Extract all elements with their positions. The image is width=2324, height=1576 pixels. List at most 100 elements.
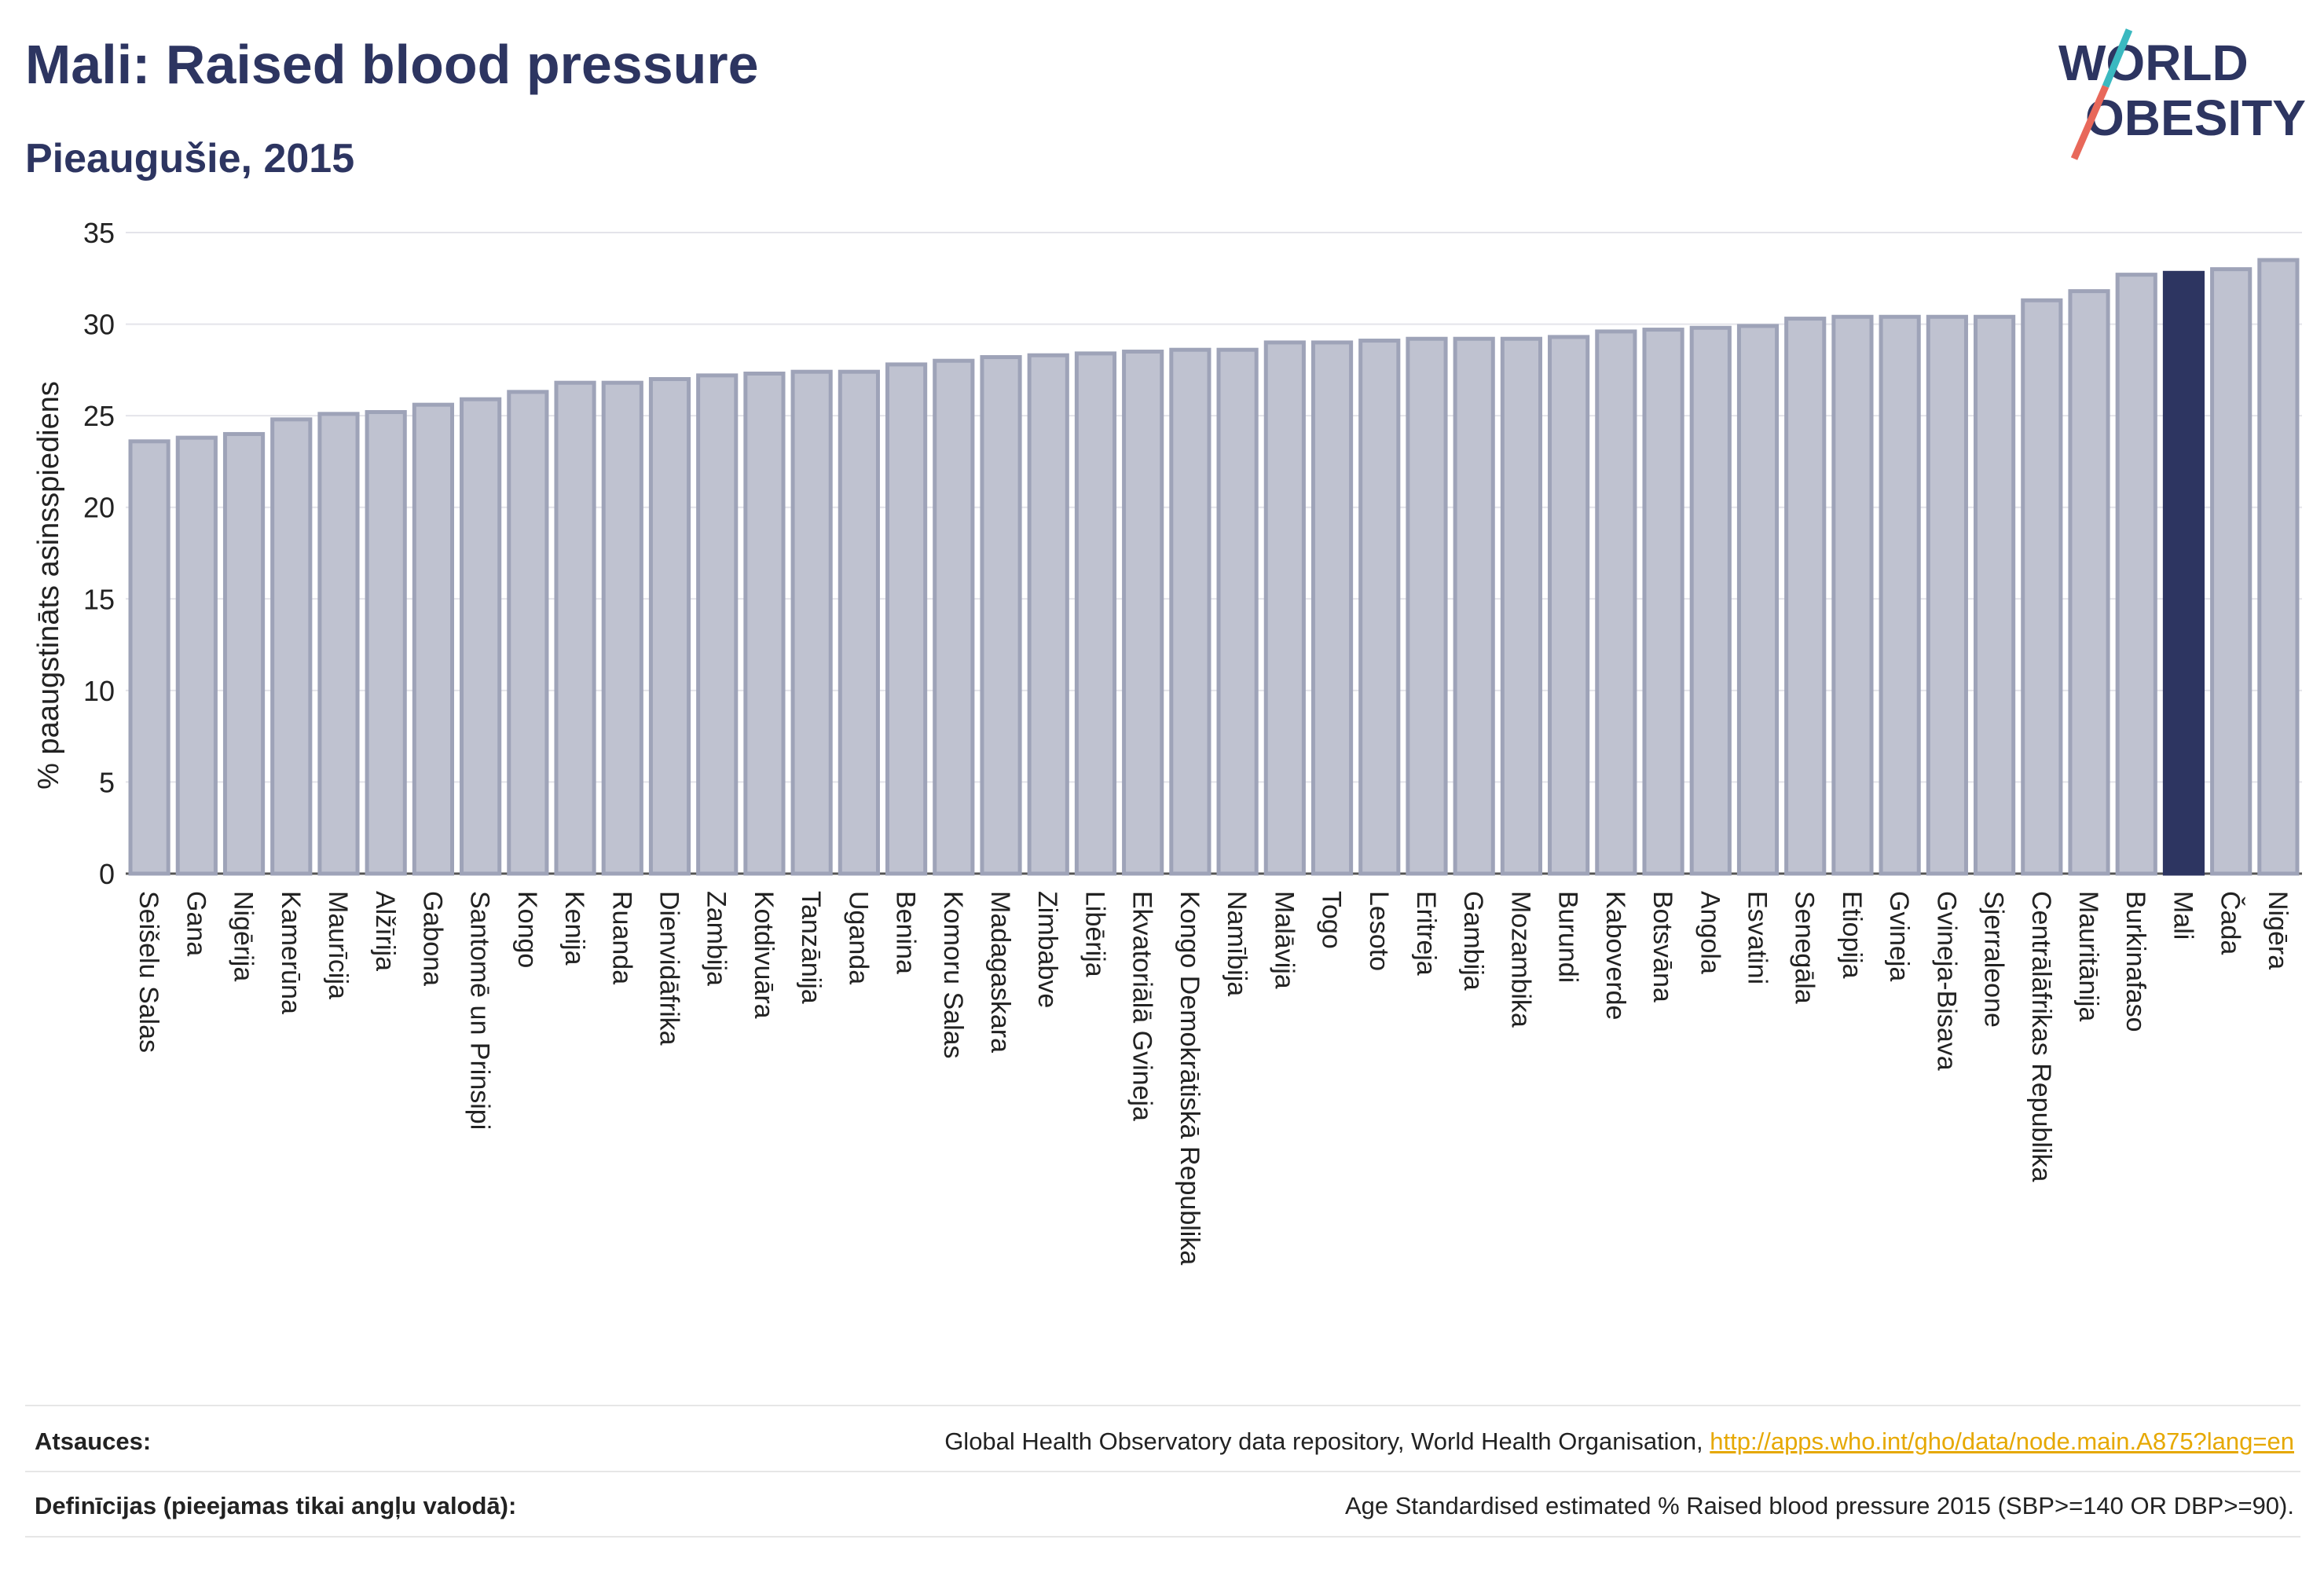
x-tick-label: Angola [1695,891,1725,974]
x-tick-label: Libērija [1080,891,1109,977]
footer-divider-top [25,1405,2300,1406]
bar [838,369,880,876]
footer-divider-middle [25,1471,2300,1472]
bar [1736,324,1780,876]
bar [790,369,833,876]
bar [175,435,218,876]
x-tick-label: Nigēra [2263,891,2293,969]
x-tick-label: Zambija [702,891,731,986]
bar [2115,273,2157,876]
x-tick-label: Lesoto [1364,891,1394,971]
logo-line2: OBESITY [2085,90,2306,146]
sources-text: Global Health Observatory data repositor… [944,1428,1710,1455]
bar [1595,329,1637,876]
bar [460,397,502,876]
y-axis-label: % paaugstināts asinsspiediens [32,381,65,790]
x-tick-label: Sjerraleone [1979,891,2009,1028]
x-tick-label: Čada [2216,891,2245,955]
x-tick-label: Gana [181,891,211,956]
footer-definitions-row: Definīcijas (pieejamas tikai angļu valod… [35,1479,2294,1534]
bar-highlight [2162,270,2205,876]
x-tick-label: Mali [2168,891,2198,940]
y-tick-label: 10 [83,675,115,707]
x-axis-ticks: Seišelu Salas Gana Nigērija Kamerūna Maurīci… [134,891,2293,1265]
x-tick-label: Botsvāna [1648,891,1677,1002]
x-tick-label: Etiopija [1837,891,1867,979]
x-tick-label: Gvineja [1884,891,1914,981]
chart-subtitle: Pieaugušie, 2015 [25,136,355,181]
x-tick-label: Kongo [512,891,542,968]
x-tick-label: Gambija [1458,891,1488,991]
bar [933,358,975,876]
bar [1263,340,1306,876]
x-tick-label: Malāvija [1269,891,1299,989]
bar [1831,314,1874,876]
bar [1879,314,1921,876]
x-tick-label: Mozambika [1505,891,1535,1028]
sources-link[interactable]: http://apps.who.int/gho/data/node.main.A… [1710,1428,2294,1455]
x-tick-label: Nigērija [229,891,258,981]
y-tick-label: 25 [83,400,115,432]
bar [1926,314,1968,876]
x-tick-label: Gvineja-Bisava [1931,891,1961,1071]
y-tick-label: 20 [83,492,115,524]
sources-value: Global Health Observatory data repositor… [944,1428,2294,1456]
footer-divider-bottom [25,1536,2300,1538]
x-tick-label: Alžīrija [370,891,400,971]
y-tick-label: 30 [83,309,115,341]
x-tick-label: Kaboverde [1600,891,1630,1020]
x-tick-label: Madagaskara [985,891,1015,1053]
y-tick-label: 5 [99,766,115,798]
x-tick-label: Namībija [1222,891,1252,996]
x-tick-label: Dienvidāfrika [654,891,684,1046]
logo-slash-teal [2102,28,2133,88]
bar-chart: 0 5 10 15 20 25 30 35 Seišelu Salas Gana Nigērija… [32,217,2302,1265]
x-tick-label: Benina [891,891,921,974]
x-tick-label: Kongo Demokrātiskā Republika [1175,891,1204,1265]
bar [1027,353,1069,876]
bar [1689,325,1732,876]
bar [743,372,786,876]
definitions-label: Definīcijas (pieejamas tikai angļu valod… [35,1492,517,1519]
x-tick-label: Gabona [417,891,447,986]
bar [365,409,407,876]
definitions-value: Age Standardised estimated % Raised bloo… [1344,1492,2294,1519]
x-tick-label: Eritreja [1411,891,1441,976]
bar [507,390,549,876]
world-obesity-logo: WORLD OBESITY [2058,28,2306,160]
bar [1074,351,1117,876]
bar [554,380,596,876]
bar [2021,298,2063,876]
y-tick-label: 0 [99,858,115,890]
logo-line1: WORLD [2058,35,2249,91]
bar [2257,258,2300,876]
bar [1169,347,1211,876]
x-tick-label: Seišelu Salas [134,891,163,1053]
x-tick-label: Togo [1317,891,1347,949]
y-axis-ticks: 0 5 10 15 20 25 30 35 [83,217,115,890]
bar [696,373,739,876]
x-tick-label: Komoru Salas [938,891,968,1059]
x-tick-label: Kamerūna [276,891,306,1014]
bar [1358,339,1401,876]
x-tick-label: Mauritānija [2073,891,2103,1021]
bar [648,377,691,876]
x-tick-label: Kenija [559,891,589,966]
bar [1216,347,1259,876]
bar [1642,328,1684,876]
bar [1500,336,1542,876]
x-tick-label: Uganda [843,891,873,984]
y-tick-label: 35 [83,217,115,249]
x-tick-label: Ruanda [607,891,636,984]
x-tick-label: Tanzānija [796,891,826,1004]
footer-sources-row: Atsauces: Global Health Observatory data… [35,1414,2294,1469]
bar [601,380,643,876]
x-tick-label: Centrālāfrikas Republika [2026,891,2056,1182]
bars [128,258,2300,876]
bar [270,417,313,876]
x-tick-label: Esvatini [1743,891,1772,984]
chart-title: Mali: Raised blood pressure [25,34,759,95]
bar [1122,350,1164,876]
bar [1548,335,1590,876]
bar [1784,317,1827,876]
